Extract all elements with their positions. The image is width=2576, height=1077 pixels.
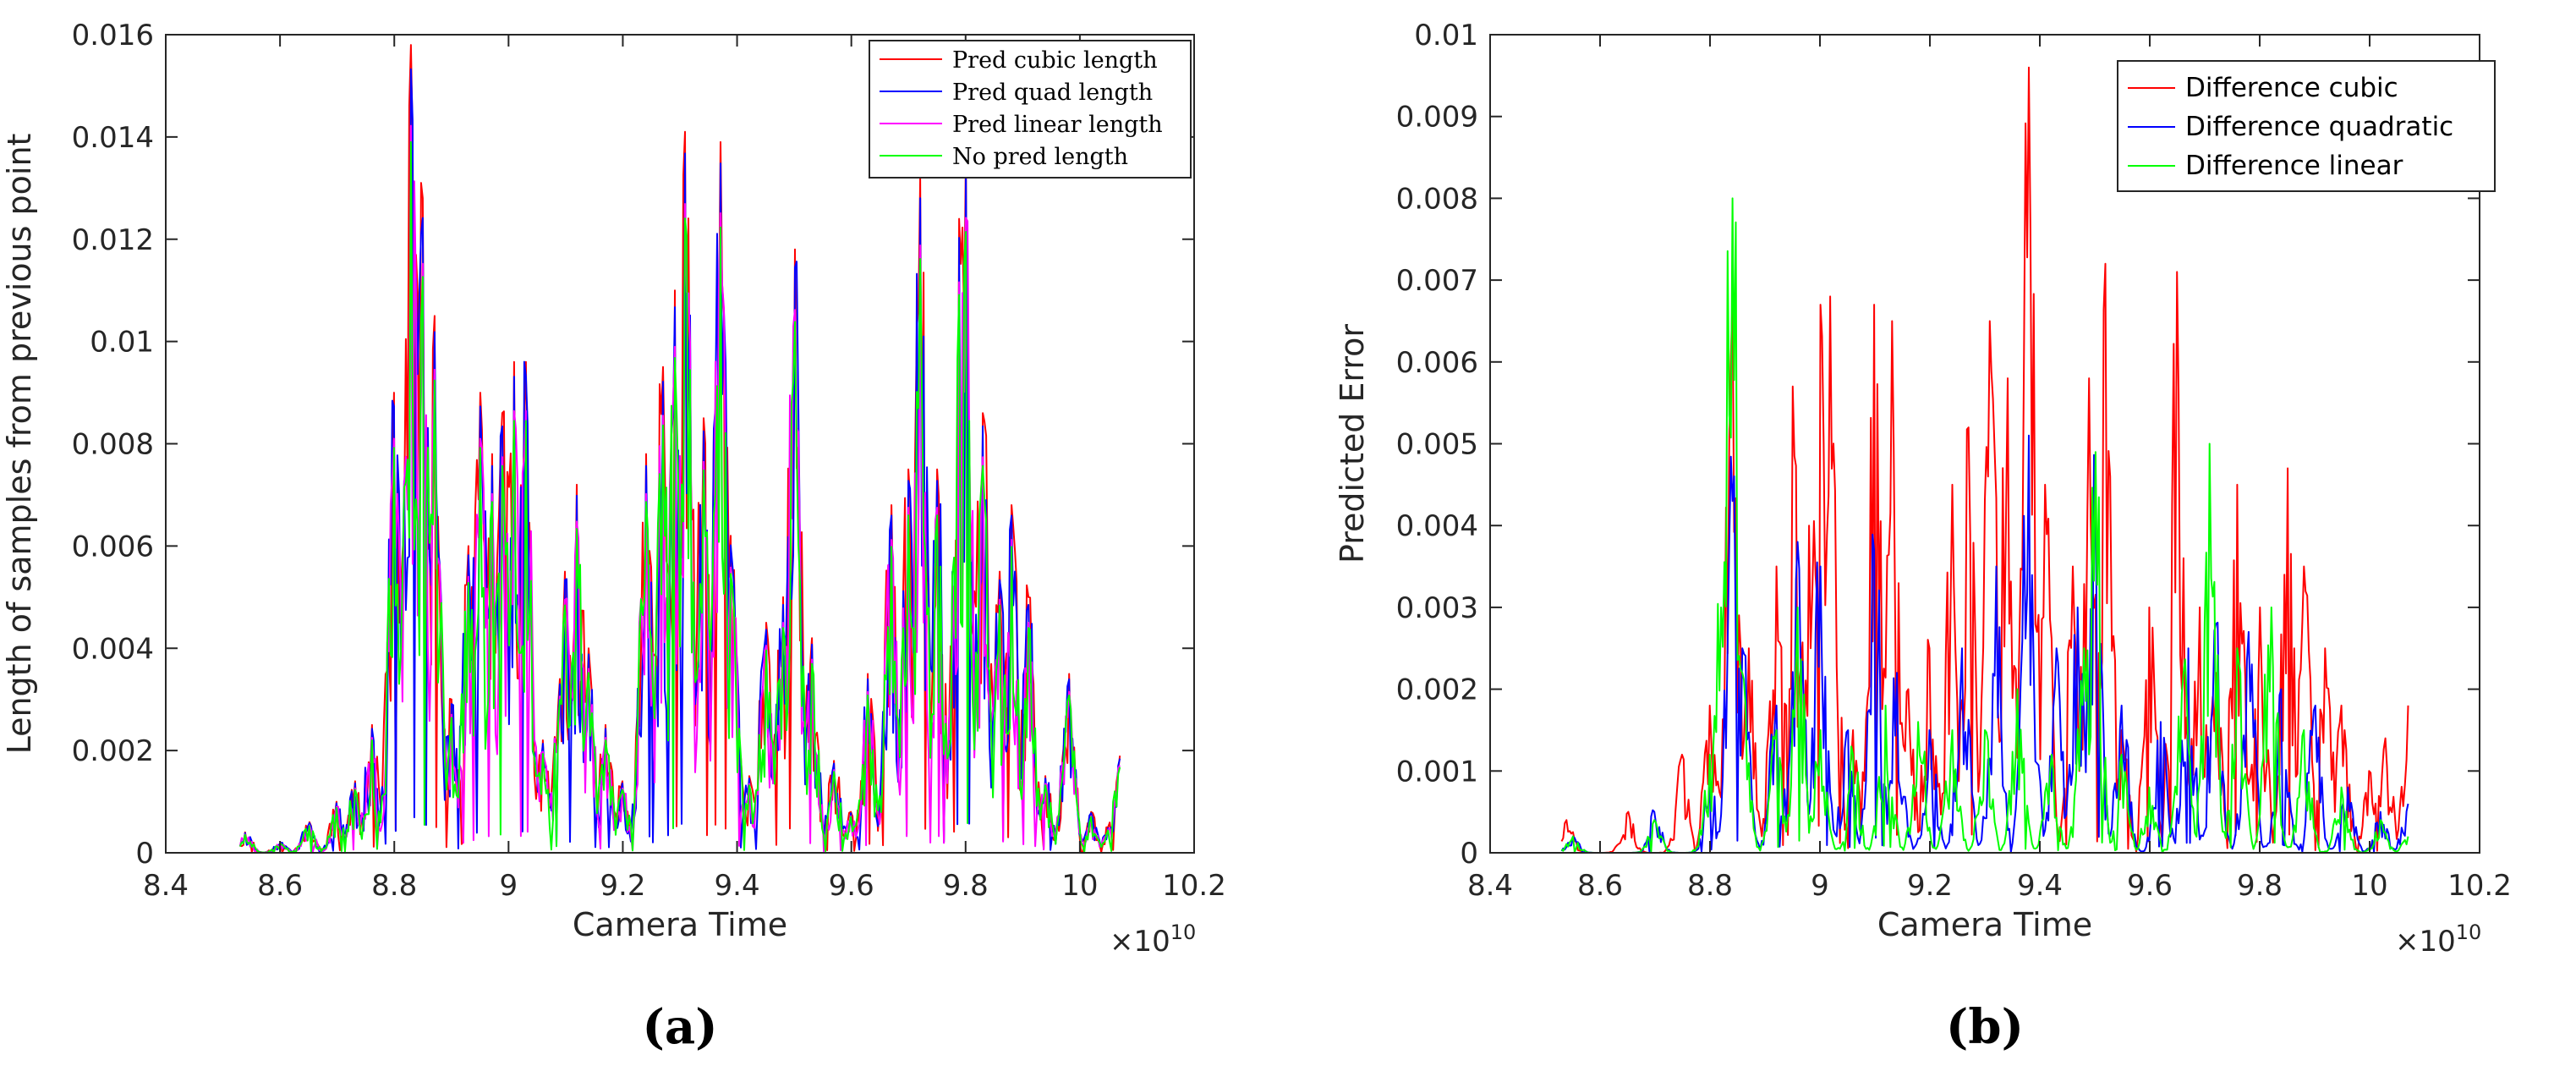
b-y-tick-label: 0.001 [1396,755,1478,789]
b-y-tick-label: 0 [1460,837,1478,871]
a-y-tick-label: 0.002 [72,734,154,768]
a-x-tick-label: 9.2 [600,869,645,903]
b-x-tick-label: 9.8 [2237,869,2283,903]
b-x-tick-label: 10 [2351,869,2387,903]
b-y-tick-label: 0.003 [1396,591,1478,625]
b-y-axis-label: Predicted Error [1334,324,1371,563]
a-x-tick-label: 9.8 [943,869,989,903]
a-x-tick-label: 10 [1061,869,1098,903]
b-x-tick-label: 8.6 [1577,869,1623,903]
a-x-tick-label: 9.4 [715,869,760,903]
a-x-tick-label: 9 [500,869,518,903]
a-y-tick-label: 0.004 [72,632,154,666]
caption-a: (a) [642,999,717,1055]
panel-a: 8.4 8.6 8.8 9 9.2 9.4 9.6 9.8 10 10.2 0 0.002 0.004 0… [1,19,1226,1055]
b-x-tick-label: 8.4 [1467,869,1513,903]
a-y-tick-label: 0 [135,837,154,871]
a-x-tick-label: 10.2 [1162,869,1226,903]
b-legend-box [2117,60,2496,192]
a-legend: Pred cubic length Pred quad length Pred li… [869,40,1192,179]
b-x-tick-label: 9 [1811,869,1829,903]
a-y-tick-label: 0.012 [72,223,154,257]
b-x-tick-label: 9.6 [2127,869,2173,903]
b-legend: Difference cubic Difference quadratic Diff… [2117,60,2496,192]
a-y-axis-label: Length of samples from previous point [1,134,38,755]
a-x-tick-label: 8.8 [371,869,417,903]
a-legend-entry: Pred quad length [952,80,1153,106]
b-x-exponent: ×1010 [2395,920,2481,959]
a-x-tick-label: 8.4 [143,869,189,903]
b-legend-entry: Difference cubic [2185,73,2398,103]
a-legend-entry: Pred cubic length [952,47,1158,74]
a-x-axis-label: Camera Time [573,906,787,943]
b-series-lines [1560,66,2409,854]
b-y-tick-label: 0.005 [1396,428,1478,462]
a-x-exponent-power: 10 [1170,920,1197,944]
b-y-tick-label: 0.006 [1396,346,1478,380]
a-y-tick-label: 0.014 [72,121,154,155]
b-legend-entry: Difference quadratic [2185,112,2453,142]
a-series-lines [238,44,1121,854]
a-y-tick-label: 0.006 [72,530,154,563]
a-y-tick-label: 0.016 [72,19,154,52]
b-legend-entry: Difference linear [2185,151,2403,181]
b-x-axis-label: Camera Time [1877,906,2092,943]
a-series-line-3 [238,140,1121,854]
panel-b: 8.4 8.6 8.8 9 9.2 9.4 9.6 9.8 10 10.2 0 0.001 0.002 0… [1334,19,2512,1055]
a-y-tick-label: 0.01 [90,326,154,360]
b-x-tick-label: 9.4 [2017,869,2063,903]
b-x-tick-label: 9.2 [1907,869,1953,903]
a-x-tick-label: 9.6 [829,869,874,903]
b-x-tick-label: 10.2 [2447,869,2512,903]
b-ticks: 8.4 8.6 8.8 9 9.2 9.4 9.6 9.8 10 10.2 0 0.001 0.002 0… [1396,19,2512,903]
b-series-line-2 [1560,197,2409,854]
b-x-exponent-power: 10 [2456,920,2482,944]
a-x-exponent-base: ×10 [1110,925,1170,959]
b-y-tick-label: 0.01 [1414,19,1478,52]
b-y-tick-label: 0.004 [1396,509,1478,543]
b-x-tick-label: 8.8 [1687,869,1733,903]
caption-b: (b) [1946,999,2024,1055]
b-series-line-1 [1560,434,2409,854]
b-x-exponent-base: ×10 [2395,925,2456,959]
b-y-tick-label: 0.007 [1396,264,1478,298]
b-y-tick-label: 0.008 [1396,182,1478,216]
a-legend-entry: No pred length [952,144,1128,170]
a-x-tick-label: 8.6 [257,869,303,903]
a-legend-entry: Pred linear length [952,112,1163,138]
a-x-exponent: ×1010 [1110,920,1196,959]
b-y-tick-label: 0.009 [1396,101,1478,135]
b-y-tick-label: 0.002 [1396,673,1478,707]
a-y-tick-label: 0.008 [72,428,154,462]
a-ticks: 8.4 8.6 8.8 9 9.2 9.4 9.6 9.8 10 10.2 0 0.002 0.004 0… [72,19,1226,903]
